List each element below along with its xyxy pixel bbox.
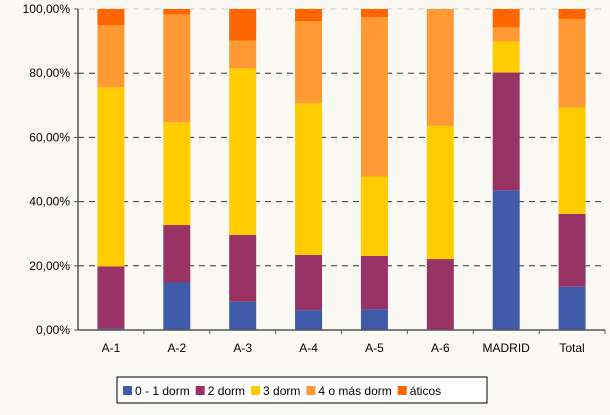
x-tick-label: A-2	[167, 341, 186, 355]
axes	[74, 8, 606, 334]
legend: 0 - 1 dorm 2 dorm 3 dorm 4 o más dorm áticos	[116, 376, 488, 404]
bar-segment	[426, 259, 454, 330]
legend-label: 0 - 1 dorm	[135, 384, 190, 398]
bar-segment	[426, 125, 454, 260]
legend-label: 4 o más dorm	[318, 384, 391, 398]
x-tick-label: A-5	[365, 341, 384, 355]
y-tick-label: 40,00%	[29, 195, 70, 209]
bar-segment	[558, 213, 586, 287]
bar-segment	[97, 328, 125, 330]
bar-segment	[360, 255, 388, 310]
bar-segment	[229, 40, 257, 69]
x-tick-label: MADRID	[483, 341, 531, 355]
x-tick-label: A-3	[233, 341, 252, 355]
y-tick-label: 20,00%	[29, 259, 70, 273]
x-tick-labels: A-1 A-2 A-3 A-4 A-5 A-6 MADRID Total	[102, 341, 585, 355]
bar-segment	[229, 68, 257, 235]
bar-segment	[163, 122, 191, 226]
x-tick-label: A-6	[431, 341, 450, 355]
gridlines	[78, 8, 605, 267]
y-tick-label: 60,00%	[29, 130, 70, 144]
legend-box	[116, 376, 488, 404]
bar-segment	[492, 27, 520, 42]
bar-segment	[360, 9, 388, 18]
bar-segment	[558, 286, 586, 330]
bar-segment	[97, 87, 125, 267]
x-tick-label: A-4	[299, 341, 318, 355]
bar-segment	[558, 19, 586, 108]
bar-segment	[163, 9, 191, 15]
legend-swatch	[397, 386, 407, 395]
bar-segment	[97, 25, 125, 88]
bar-segment	[558, 107, 586, 214]
bar-segment	[492, 190, 520, 330]
bar-segment	[492, 41, 520, 73]
bar-segment	[163, 282, 191, 330]
bar-segment	[360, 176, 388, 256]
bars	[97, 9, 586, 330]
legend-label: áticos	[410, 384, 441, 398]
bar-segment	[295, 9, 323, 22]
bar-segment	[229, 301, 257, 330]
bar-segment	[295, 21, 323, 104]
bar-segment	[163, 14, 191, 123]
bar-segment	[229, 9, 257, 41]
legend-swatch	[251, 386, 261, 395]
bar-segment	[229, 234, 257, 302]
x-tick-label: Total	[559, 341, 584, 355]
legend-swatch	[123, 386, 132, 395]
legend-swatch	[195, 386, 205, 395]
bar-segment	[163, 225, 191, 283]
bar-segment	[558, 9, 586, 20]
y-tick-labels: 0,00% 20,00% 40,00% 60,00% 80,00% 100,00%	[23, 2, 71, 337]
bar-segment	[492, 9, 520, 28]
bar-segment	[97, 266, 125, 329]
bar-segment	[295, 310, 323, 330]
y-tick-label: 0,00%	[36, 323, 70, 337]
legend-swatch	[306, 386, 316, 395]
x-tick-label: A-1	[102, 341, 121, 355]
bar-segment	[492, 72, 520, 191]
bar-segment	[426, 9, 454, 126]
bar-segment	[97, 9, 125, 26]
legend-label: 2 dorm	[208, 384, 245, 398]
bar-segment	[360, 309, 388, 330]
y-tick-label: 100,00%	[23, 2, 71, 16]
bar-segment	[295, 103, 323, 255]
legend-label: 3 dorm	[263, 384, 300, 398]
bar-segment	[360, 17, 388, 177]
y-tick-label: 80,00%	[29, 66, 70, 80]
bar-segment	[295, 254, 323, 311]
